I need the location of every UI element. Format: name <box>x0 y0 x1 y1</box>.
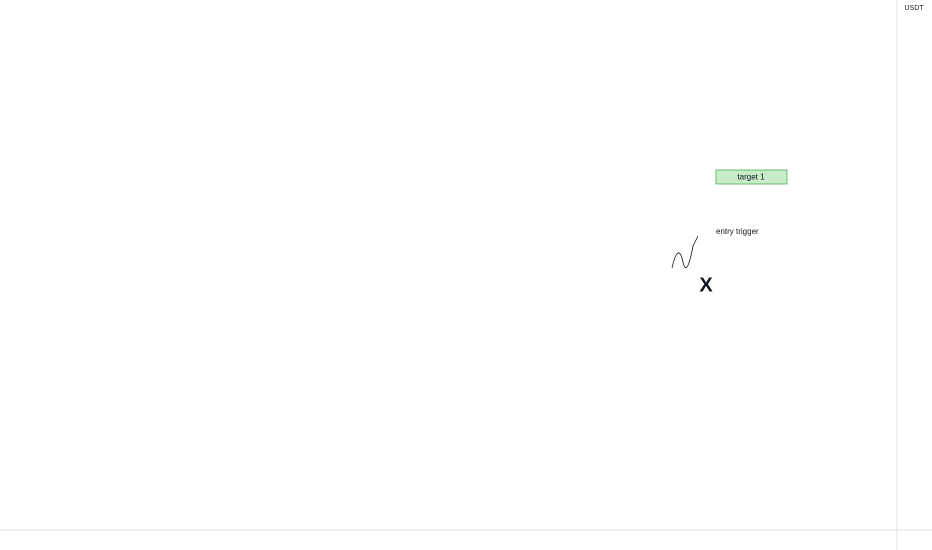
target-box <box>715 169 788 185</box>
entry-label: entry trigger <box>716 227 759 236</box>
target-label: target 1 <box>737 173 765 182</box>
x-mark: X <box>699 274 713 296</box>
currency: USDT <box>904 5 924 12</box>
entry-path <box>671 235 699 269</box>
